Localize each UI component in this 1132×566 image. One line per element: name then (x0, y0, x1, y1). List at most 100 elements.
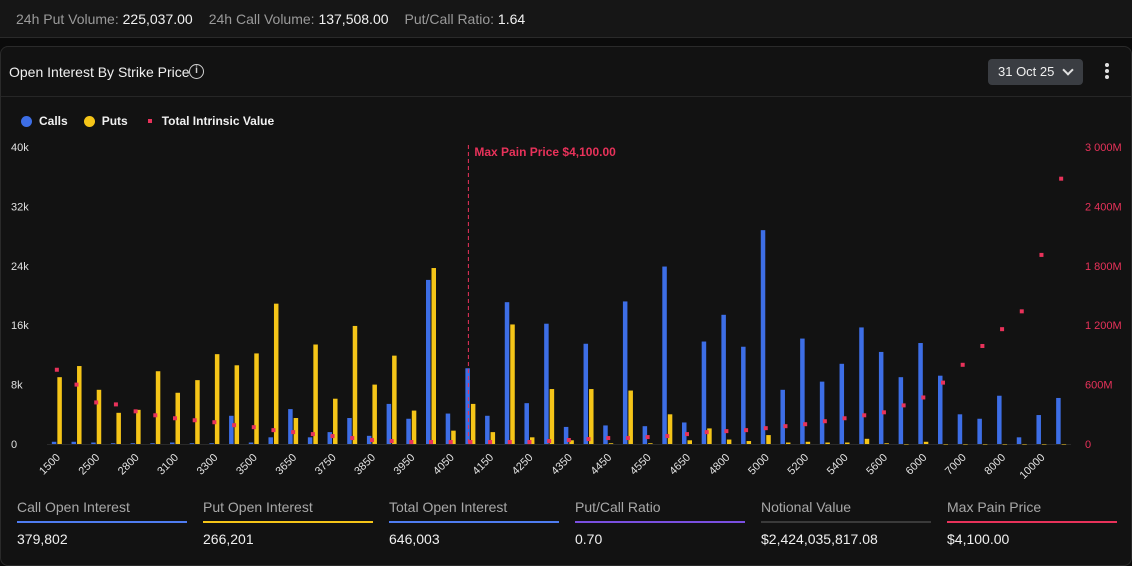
y-left-tick-label: 16k (11, 320, 29, 332)
metric-value: 379,802 (17, 531, 68, 547)
calls-bar (859, 327, 864, 444)
intrinsic-value-point (1000, 327, 1005, 332)
puts-bar (273, 303, 279, 444)
intrinsic-value-point (881, 410, 886, 415)
metric-underline (389, 521, 559, 523)
x-tick-label: 7000 (943, 452, 969, 478)
intrinsic-value-point (921, 395, 926, 400)
intrinsic-value-point (488, 440, 493, 445)
metric-label: Total Open Interest (389, 499, 508, 515)
intrinsic-value-point (330, 434, 335, 439)
metric-value: $2,424,035,817.08 (761, 531, 878, 547)
expiry-date-select[interactable]: 31 Oct 25 (988, 59, 1083, 85)
calls-bar (386, 403, 392, 444)
puts-bar (1002, 444, 1008, 445)
max-pain-annotation: Max Pain Price $4,100.00 (474, 145, 616, 159)
intrinsic-value-point (389, 439, 394, 444)
x-tick-label: 4550 (628, 452, 654, 478)
calls-bar (485, 415, 490, 444)
intrinsic-value-point (803, 422, 808, 427)
call-volume-value: 137,508.00 (318, 10, 389, 27)
x-tick-label: 4250 (510, 452, 536, 478)
x-tick-label: 4650 (667, 452, 693, 478)
put-call-ratio-label: Put/Call Ratio: (404, 10, 495, 27)
calls-bar (1056, 397, 1061, 444)
calls-bar (406, 418, 411, 444)
calls-bar (130, 443, 136, 444)
calls-bar (170, 442, 175, 444)
intrinsic-value-point (291, 430, 296, 435)
puts-bar (77, 366, 82, 444)
calls-bar (150, 443, 155, 444)
legend-item-calls[interactable]: Calls (21, 114, 68, 128)
intrinsic-value-point (744, 428, 749, 433)
calls-bar (662, 266, 667, 444)
kebab-menu-icon[interactable] (1101, 63, 1113, 81)
calls-bar (603, 425, 608, 444)
intrinsic-value-point (842, 416, 847, 421)
calls-bar (819, 381, 825, 444)
puts-bar (352, 325, 358, 444)
puts-bar (549, 389, 555, 444)
puts-bar (1041, 444, 1047, 445)
y-right-tick-label: 2 400M (1085, 201, 1122, 213)
metric-underline (947, 521, 1117, 523)
calls-bar (327, 432, 333, 444)
x-tick-label: 5400 (825, 452, 851, 478)
x-tick-label: 5200 (785, 452, 811, 478)
info-icon[interactable]: i (189, 64, 204, 79)
calls-bar (583, 343, 589, 444)
legend-label-calls: Calls (39, 114, 68, 128)
intrinsic-value-point (980, 343, 985, 348)
summary-metrics: Call Open Interest 379,802 Put Open Inte… (17, 499, 1117, 559)
intrinsic-value-point (586, 437, 591, 442)
y-right-tick-label: 0 (1085, 439, 1091, 451)
puts-bar (96, 389, 102, 444)
x-tick-label: 2800 (116, 452, 142, 478)
calls-bar (91, 442, 96, 444)
panel-header: Open Interest By Strike Price i 31 Oct 2… (1, 47, 1131, 97)
metric-value: $4,100.00 (947, 531, 1010, 547)
y-left-tick-label: 24k (11, 261, 29, 273)
calls-bar (71, 441, 77, 444)
legend-item-puts[interactable]: Puts (83, 114, 128, 128)
calls-bar (878, 351, 884, 444)
metric-value: 266,201 (203, 531, 254, 547)
metric-label: Max Pain Price (947, 499, 1042, 515)
calls-bar (465, 368, 470, 444)
intrinsic-legend-marker (147, 119, 152, 123)
open-interest-panel: Open Interest By Strike Price i 31 Oct 2… (0, 46, 1132, 566)
intrinsic-value-point (527, 440, 532, 445)
x-tick-label: 3850 (352, 452, 378, 478)
puts-bar (333, 398, 338, 444)
puts-bar (214, 354, 220, 444)
intrinsic-value-point (232, 423, 237, 428)
x-tick-label: 8000 (982, 452, 1008, 478)
metric-value: 646,003 (389, 531, 440, 547)
y-right-tick-label: 600M (1085, 380, 1113, 392)
puts-bar (845, 442, 850, 444)
metric-underline (17, 521, 187, 523)
puts-bar (510, 324, 515, 444)
calls-bar (110, 443, 116, 444)
expiry-date-label: 31 Oct 25 (998, 64, 1055, 79)
calls-bar (682, 422, 687, 444)
intrinsic-value-point (54, 367, 59, 372)
intrinsic-value-point (822, 419, 827, 424)
call-volume-label: 24h Call Volume: (208, 10, 315, 27)
calls-bar (1036, 415, 1041, 444)
put-volume-label: 24h Put Volume: (16, 10, 119, 27)
puts-bar (766, 435, 771, 444)
calls-bar (445, 413, 451, 444)
legend-item-intrinsic[interactable]: Total Intrinsic Value (144, 114, 274, 128)
top-stats-bar: 24h Put Volume: 225,037.00 24h Call Volu… (0, 0, 1132, 38)
puts-bar (195, 380, 200, 444)
puts-bar (608, 443, 614, 444)
calls-bar (366, 435, 372, 444)
intrinsic-value-point (685, 432, 689, 437)
intrinsic-value-point (468, 440, 473, 445)
intrinsic-value-point (1019, 309, 1024, 314)
puts-bar (805, 441, 811, 444)
puts-bar (470, 403, 476, 444)
metric-notional-value: Notional Value $2,424,035,817.08 (761, 499, 931, 547)
